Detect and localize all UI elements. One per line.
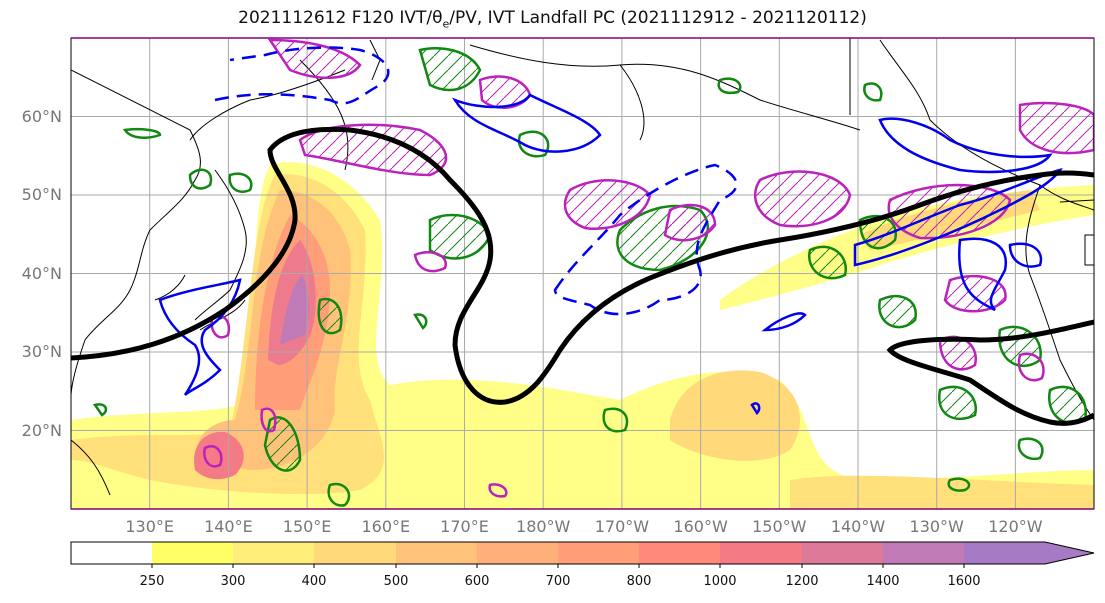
- lon-label: 150°E: [283, 517, 332, 536]
- lon-label: 140°E: [204, 517, 253, 536]
- longitude-labels: 130°E 140°E 150°E 160°E 170°E 180°W 170°…: [125, 517, 1042, 536]
- lon-label: 160°W: [673, 517, 728, 536]
- lat-label: 60°N: [22, 107, 62, 126]
- theta-e-dashed-contours: [214, 46, 738, 316]
- lon-label: 150°W: [752, 517, 807, 536]
- colorbar-segment: [558, 542, 639, 564]
- lon-label: 180°W: [516, 517, 571, 536]
- colorbar-segment: [720, 542, 802, 564]
- colorbar-tick-label: 400: [302, 574, 327, 589]
- colorbar-tick-label: 1400: [866, 574, 899, 589]
- lon-label: 160°E: [361, 517, 410, 536]
- colorbar-tick-label: 1000: [703, 574, 736, 589]
- lon-label: 170°E: [440, 517, 489, 536]
- lat-label: 20°N: [22, 421, 62, 440]
- ivt-landfall-contours: [71, 126, 1094, 426]
- lon-label: 130°E: [125, 517, 174, 536]
- lon-label: 140°W: [831, 517, 886, 536]
- colorbar-segment: [477, 542, 558, 564]
- lat-label: 40°N: [22, 264, 62, 283]
- latitude-labels: 60°N 50°N 40°N 30°N 20°N: [22, 107, 62, 440]
- colorbar-segment: [314, 542, 396, 564]
- colorbar-tick-label: 700: [546, 574, 571, 589]
- pv-green-small-contours: [92, 77, 1044, 507]
- colorbar-tick-label: 800: [627, 574, 652, 589]
- colorbar-segment: [233, 542, 314, 564]
- lon-label: 170°W: [595, 517, 650, 536]
- colorbar-segment: [152, 542, 233, 564]
- pv-magenta-small-contours: [203, 251, 1045, 498]
- colorbar-tick-label: 500: [384, 574, 409, 589]
- colorbar-tick-label: 1200: [785, 574, 818, 589]
- lat-label: 30°N: [22, 342, 62, 361]
- colorbar-tick-label: 600: [465, 574, 490, 589]
- ivt-shading: [71, 162, 1094, 509]
- colorbar-segment-below: [71, 542, 152, 564]
- lon-label: 120°W: [988, 517, 1043, 536]
- colorbar-tick-label: 1600: [947, 574, 980, 589]
- colorbar-outline: [70, 541, 1095, 565]
- colorbar-segment: [396, 542, 477, 564]
- lat-label: 50°N: [22, 185, 62, 204]
- colorbar-tick-label: 300: [221, 574, 246, 589]
- colorbar-segment: [802, 542, 883, 564]
- theta-e-contours: [158, 93, 1063, 415]
- pv-green-contours: [263, 46, 1088, 472]
- chart-title: 2021112612 F120 IVT/θe/PV, IVT Landfall …: [238, 8, 867, 31]
- colorbar: 250 300 400 500 600 700 800 1000 1200 14…: [70, 541, 1095, 589]
- colorbar-tick-label: 250: [140, 574, 165, 589]
- colorbar-segment: [883, 542, 964, 564]
- colorbar-extend-arrow: [964, 542, 1094, 564]
- colorbar-segment: [639, 542, 720, 564]
- lon-label: 130°W: [910, 517, 965, 536]
